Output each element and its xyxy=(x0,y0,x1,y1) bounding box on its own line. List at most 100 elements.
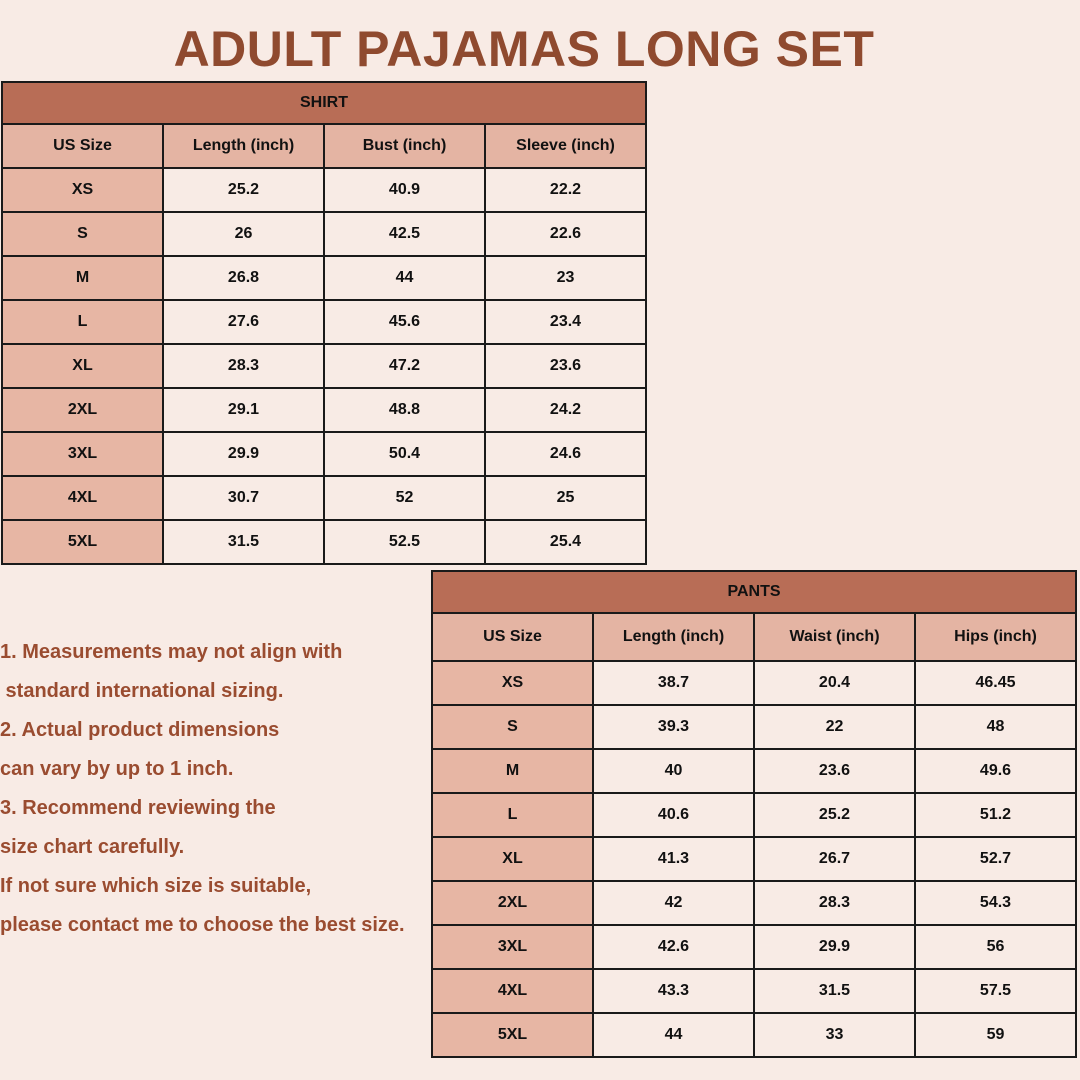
value-cell: 23.6 xyxy=(484,343,647,389)
value-cell: 38.7 xyxy=(592,660,755,706)
page-title: ADULT PAJAMAS LONG SET xyxy=(173,21,875,77)
value-cell: 56 xyxy=(914,924,1077,970)
shirt-caption-row: SHIRT xyxy=(1,81,647,125)
value-cell: 40.6 xyxy=(592,792,755,838)
size-cell: 2XL xyxy=(431,880,594,926)
note-line: standard international sizing. xyxy=(0,680,284,702)
table-row: L 40.6 25.2 51.2 xyxy=(431,792,1077,838)
value-cell: 43.3 xyxy=(592,968,755,1014)
table-row: 3XL 42.6 29.9 56 xyxy=(431,924,1077,970)
value-cell: 52.7 xyxy=(914,836,1077,882)
value-cell: 39.3 xyxy=(592,704,755,750)
column-header: Hips (inch) xyxy=(914,612,1077,662)
value-cell: 45.6 xyxy=(323,299,486,345)
value-cell: 25 xyxy=(484,475,647,521)
value-cell: 44 xyxy=(592,1012,755,1058)
table-row: XS 25.2 40.9 22.2 xyxy=(1,167,647,213)
table-row: S 26 42.5 22.6 xyxy=(1,211,647,257)
pants-caption: PANTS xyxy=(431,570,1077,614)
table-row: 5XL 44 33 59 xyxy=(431,1012,1077,1058)
table-row: M 26.8 44 23 xyxy=(1,255,647,301)
value-cell: 23 xyxy=(484,255,647,301)
table-row: XL 41.3 26.7 52.7 xyxy=(431,836,1077,882)
value-cell: 41.3 xyxy=(592,836,755,882)
note-line: If not sure which size is suitable, xyxy=(0,875,312,897)
value-cell: 33 xyxy=(753,1012,916,1058)
value-cell: 47.2 xyxy=(323,343,486,389)
value-cell: 28.3 xyxy=(162,343,325,389)
table-row: 3XL 29.9 50.4 24.6 xyxy=(1,431,647,477)
value-cell: 30.7 xyxy=(162,475,325,521)
note-line: can vary by up to 1 inch. xyxy=(0,758,234,780)
value-cell: 25.2 xyxy=(753,792,916,838)
table-row: S 39.3 22 48 xyxy=(431,704,1077,750)
size-cell: M xyxy=(1,255,164,301)
value-cell: 25.4 xyxy=(484,519,647,565)
value-cell: 23.6 xyxy=(753,748,916,794)
value-cell: 26 xyxy=(162,211,325,257)
value-cell: 42 xyxy=(592,880,755,926)
column-header: Length (inch) xyxy=(162,123,325,169)
value-cell: 22 xyxy=(753,704,916,750)
value-cell: 31.5 xyxy=(162,519,325,565)
value-cell: 48 xyxy=(914,704,1077,750)
value-cell: 57.5 xyxy=(914,968,1077,1014)
size-cell: XL xyxy=(1,343,164,389)
column-header: Bust (inch) xyxy=(323,123,486,169)
size-cell: S xyxy=(431,704,594,750)
table-row: 2XL 42 28.3 54.3 xyxy=(431,880,1077,926)
value-cell: 26.8 xyxy=(162,255,325,301)
size-cell: 5XL xyxy=(431,1012,594,1058)
table-row: 2XL 29.1 48.8 24.2 xyxy=(1,387,647,433)
value-cell: 54.3 xyxy=(914,880,1077,926)
value-cell: 24.6 xyxy=(484,431,647,477)
table-row: 5XL 31.5 52.5 25.4 xyxy=(1,519,647,565)
value-cell: 26.7 xyxy=(753,836,916,882)
size-cell: 2XL xyxy=(1,387,164,433)
value-cell: 51.2 xyxy=(914,792,1077,838)
value-cell: 52.5 xyxy=(323,519,486,565)
value-cell: 40.9 xyxy=(323,167,486,213)
size-cell: XS xyxy=(1,167,164,213)
column-header: Sleeve (inch) xyxy=(484,123,647,169)
value-cell: 46.45 xyxy=(914,660,1077,706)
table-row: XL 28.3 47.2 23.6 xyxy=(1,343,647,389)
table-row: 4XL 43.3 31.5 57.5 xyxy=(431,968,1077,1014)
value-cell: 42.6 xyxy=(592,924,755,970)
value-cell: 28.3 xyxy=(753,880,916,926)
value-cell: 44 xyxy=(323,255,486,301)
value-cell: 49.6 xyxy=(914,748,1077,794)
value-cell: 40 xyxy=(592,748,755,794)
value-cell: 27.6 xyxy=(162,299,325,345)
value-cell: 25.2 xyxy=(162,167,325,213)
value-cell: 20.4 xyxy=(753,660,916,706)
shirt-caption: SHIRT xyxy=(1,81,647,125)
note-line: 1. Measurements may not align with xyxy=(0,641,343,663)
shirt-size-table: SHIRT US Size Length (inch) Bust (inch) Slee… xyxy=(1,81,647,565)
size-notes: 1. Measurements may not align with stand… xyxy=(0,638,405,950)
size-cell: 4XL xyxy=(1,475,164,521)
shirt-header-row: US Size Length (inch) Bust (inch) Sleeve (i… xyxy=(1,123,647,169)
value-cell: 42.5 xyxy=(323,211,486,257)
value-cell: 59 xyxy=(914,1012,1077,1058)
value-cell: 22.6 xyxy=(484,211,647,257)
size-cell: 4XL xyxy=(431,968,594,1014)
size-cell: 5XL xyxy=(1,519,164,565)
size-cell: L xyxy=(431,792,594,838)
value-cell: 48.8 xyxy=(323,387,486,433)
value-cell: 22.2 xyxy=(484,167,647,213)
value-cell: 23.4 xyxy=(484,299,647,345)
pants-size-table: PANTS US Size Length (inch) Waist (inch) Hip… xyxy=(431,570,1077,1058)
size-cell: M xyxy=(431,748,594,794)
size-cell: XS xyxy=(431,660,594,706)
column-header: US Size xyxy=(431,612,594,662)
value-cell: 52 xyxy=(323,475,486,521)
size-cell: S xyxy=(1,211,164,257)
value-cell: 29.9 xyxy=(753,924,916,970)
note-line: size chart carefully. xyxy=(0,836,185,858)
size-cell: XL xyxy=(431,836,594,882)
table-row: M 40 23.6 49.6 xyxy=(431,748,1077,794)
pants-header-row: US Size Length (inch) Waist (inch) Hips (in… xyxy=(431,612,1077,662)
value-cell: 31.5 xyxy=(753,968,916,1014)
